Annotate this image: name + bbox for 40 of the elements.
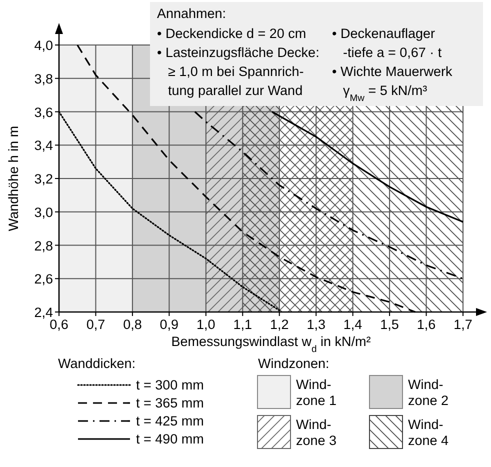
legend-label: t = 490 mm	[136, 432, 204, 446]
legend-label: t = 365 mm	[136, 396, 204, 410]
y-tick-label: 3,2	[34, 172, 53, 186]
y-tick-label: 2,6	[34, 272, 53, 287]
x-tick-label: 0,9	[160, 317, 179, 332]
text: Windzonen:	[258, 356, 330, 371]
y-tick-label: 4,0	[34, 38, 53, 53]
x-tick-label: 1,3	[306, 317, 326, 332]
x-tick-label: 1,4	[343, 317, 363, 332]
y-tick-label: 2,8	[34, 238, 53, 254]
y-tick-label: 3,6	[34, 104, 53, 120]
y-tick-label: 2,4	[34, 305, 54, 320]
y-tick-label: 3,0	[34, 204, 53, 220]
text: Annahmen:	[157, 6, 226, 21]
annotation: • Wichte Mauerwerk γ$_{Mw}$ = 5 kN/m³	[332, 64, 453, 104]
annotation: • Deckenauflager -tiefe a = 0,67 · t	[332, 26, 442, 60]
y-tick-label: 3,8	[34, 71, 53, 86]
legend-title: Wanddicken:	[58, 356, 136, 371]
x-tick-label: 1,1	[233, 317, 252, 332]
annotation: • Lasteinzugsfläche Decke: ≥ 1,0 m bei Spannrich- tung parallel zur Wand	[157, 45, 320, 98]
x-axis-title: Bemessungswindlast w$_{d}$ in kN/m²	[171, 334, 372, 354]
text: • Deckendicke d = 20 cm	[157, 26, 306, 41]
x-tick-label: 1,0	[196, 317, 216, 332]
line-series	[194, 110, 464, 280]
legend-label: t = 425 mm	[136, 414, 204, 428]
line-series	[271, 110, 464, 223]
x-tick-label: 0,7	[86, 317, 106, 332]
legend-label: t = 300 mm	[136, 378, 204, 392]
x-tick-label: 1,7	[454, 317, 472, 332]
x-tick-label: 1,5	[380, 317, 399, 332]
y-tick-label: 3,4	[34, 138, 54, 154]
y-axis-title: Wandhöhe h in m	[6, 126, 21, 232]
x-tick-label: 0,6	[50, 317, 68, 332]
legend-label: Wind- zone 2	[408, 377, 449, 408]
x-tick-label: 1,6	[416, 317, 436, 332]
legend-label: Wind- zone 4	[408, 417, 450, 448]
x-tick-label: 0,8	[123, 317, 142, 332]
legend-label: Wind- zone 3	[296, 417, 337, 448]
legend-label: Wind- zone 1	[296, 377, 337, 408]
x-tick-label: 1,2	[270, 317, 289, 332]
